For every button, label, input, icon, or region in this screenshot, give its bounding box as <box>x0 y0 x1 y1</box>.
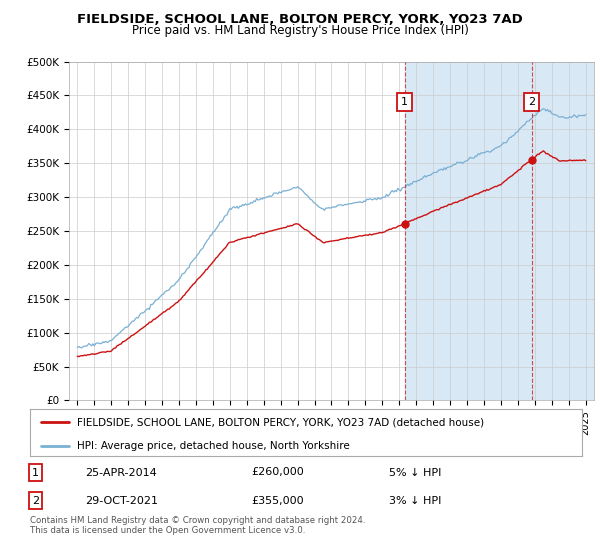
Text: Price paid vs. HM Land Registry's House Price Index (HPI): Price paid vs. HM Land Registry's House … <box>131 24 469 37</box>
Text: £260,000: £260,000 <box>251 468 304 478</box>
Text: 3% ↓ HPI: 3% ↓ HPI <box>389 496 441 506</box>
Text: 1: 1 <box>32 468 39 478</box>
Text: 1: 1 <box>401 97 408 108</box>
Text: Contains HM Land Registry data © Crown copyright and database right 2024.: Contains HM Land Registry data © Crown c… <box>30 516 365 525</box>
Text: 25-APR-2014: 25-APR-2014 <box>85 468 157 478</box>
Text: 2: 2 <box>528 97 535 108</box>
Text: £355,000: £355,000 <box>251 496 304 506</box>
Text: 5% ↓ HPI: 5% ↓ HPI <box>389 468 441 478</box>
Text: FIELDSIDE, SCHOOL LANE, BOLTON PERCY, YORK, YO23 7AD: FIELDSIDE, SCHOOL LANE, BOLTON PERCY, YO… <box>77 13 523 26</box>
Bar <box>404 62 594 400</box>
Text: HPI: Average price, detached house, North Yorkshire: HPI: Average price, detached house, Nort… <box>77 441 350 451</box>
Text: This data is licensed under the Open Government Licence v3.0.: This data is licensed under the Open Gov… <box>30 526 305 535</box>
Text: 29-OCT-2021: 29-OCT-2021 <box>85 496 158 506</box>
Text: 2: 2 <box>32 496 39 506</box>
Text: FIELDSIDE, SCHOOL LANE, BOLTON PERCY, YORK, YO23 7AD (detached house): FIELDSIDE, SCHOOL LANE, BOLTON PERCY, YO… <box>77 417 484 427</box>
